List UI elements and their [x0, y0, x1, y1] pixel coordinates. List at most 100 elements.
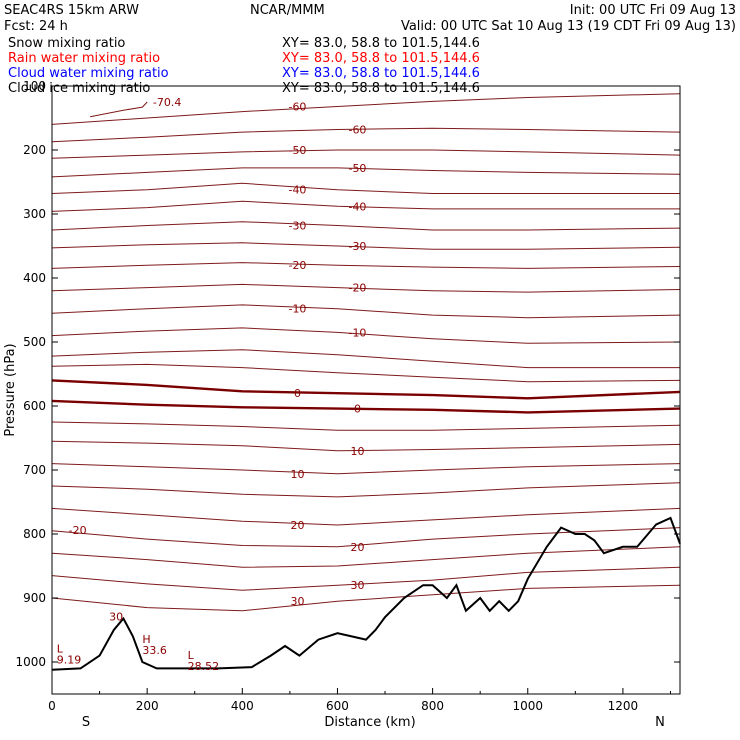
contour-label: 20	[290, 519, 304, 532]
legend: Snow mixing ratio XY= 83.0, 58.8 to 101.5…	[8, 36, 480, 96]
terrain-line	[51, 516, 681, 671]
x-tick-label: 0	[48, 699, 56, 713]
contour-label: 20	[350, 541, 364, 554]
y-tick-label: 700	[23, 463, 46, 477]
contour-line	[51, 304, 681, 319]
legend-label: Snow mixing ratio	[8, 36, 125, 51]
contour-line	[51, 463, 681, 475]
forecast-hour: Fcst: 24 h	[4, 19, 68, 34]
contour-label: 0	[294, 387, 301, 400]
contour-line	[51, 182, 680, 194]
contour-label: -40	[348, 200, 366, 213]
legend-label: Rain water mixing ratio	[8, 51, 160, 66]
y-tick-label: 300	[23, 207, 46, 221]
contour-line	[51, 527, 681, 548]
contour-line	[51, 566, 681, 591]
contour-label: -60	[288, 100, 306, 113]
extremum-marker: L	[57, 642, 64, 655]
plot-area: -70.4 -60 -60 -50 -50 -40 -40 -30 -30 -20 -20 -10 -1…	[15, 79, 681, 713]
contour-line	[51, 127, 681, 143]
org-name: NCAR/MMM	[250, 3, 325, 18]
legend-xy: XY= 83.0, 58.8 to 101.5,144.6	[282, 36, 480, 51]
y-axis-label: Pressure (hPa)	[3, 343, 18, 436]
contour-label: -20	[288, 259, 306, 272]
x-axis: 0 200 400 600 800 1000 1200	[48, 688, 671, 713]
legend-xy: XY= 83.0, 58.8 to 101.5,144.6	[282, 81, 480, 96]
y-tick-label: 900	[23, 591, 46, 605]
contour-line	[51, 379, 681, 400]
legend-label: Cloud ice mixing ratio	[8, 81, 150, 96]
y-tick-label: 200	[23, 143, 46, 157]
extremum-value: 28.52	[188, 660, 220, 673]
north-label: N	[655, 715, 665, 730]
extremum-marker: 30	[109, 610, 123, 623]
contour-label: -50	[288, 144, 306, 157]
x-tick-label: 1200	[608, 699, 639, 713]
extremum-value: 33.6	[142, 644, 167, 657]
contour-label: 30	[290, 595, 304, 608]
contour-line	[51, 149, 681, 159]
y-tick-label: 400	[23, 271, 46, 285]
y-tick-label: 800	[23, 527, 46, 541]
south-label: S	[82, 715, 90, 730]
contour-label: -20	[348, 282, 366, 295]
contour-label: 10	[290, 468, 304, 481]
chart-header: SEAC4RS 15km ARW NCAR/MMM Init: 00 UTC F…	[4, 3, 736, 34]
contour-lines: -70.4 -60 -60 -50 -50 -40 -40 -30 -30 -20 -20 -10 -1…	[51, 93, 681, 612]
contour-line	[51, 200, 680, 212]
x-axis-label: Distance (km)	[324, 715, 415, 730]
extremum-value: 9.19	[57, 653, 82, 666]
x-tick-label: 600	[326, 699, 349, 713]
model-name: SEAC4RS 15km ARW	[4, 3, 139, 18]
contour-label: -30	[288, 220, 306, 233]
contour-line	[51, 327, 681, 344]
contour-label: -40	[288, 184, 306, 197]
contour-line	[51, 93, 681, 125]
contour-line	[51, 221, 681, 231]
x-tick-label: 400	[231, 699, 254, 713]
plot-frame	[51, 85, 681, 695]
contour-line	[90, 101, 148, 118]
extremum-marker: H	[142, 633, 150, 646]
y-tick-label: 500	[23, 335, 46, 349]
extremum-marker: L	[188, 649, 195, 662]
contour-label: -70.4	[153, 96, 181, 109]
contour-line	[51, 546, 681, 568]
contour-label: 30	[350, 579, 364, 592]
legend-xy: XY= 83.0, 58.8 to 101.5,144.6	[282, 66, 480, 81]
contour-label: -30	[348, 240, 366, 253]
contour-line	[51, 363, 681, 383]
contour-line	[51, 440, 681, 452]
contour-line	[51, 242, 681, 250]
contour-label: -10	[348, 326, 366, 339]
y-tick-label: 1000	[15, 655, 46, 669]
contour-label: -50	[348, 162, 366, 175]
legend-label: Cloud water mixing ratio	[8, 66, 169, 81]
extremum-marker: -20	[69, 524, 87, 537]
y-tick-label: 600	[23, 399, 46, 413]
y-tick-label: 100	[23, 79, 46, 93]
contour-line	[51, 262, 681, 269]
x-tick-label: 1000	[512, 699, 543, 713]
contour-line	[51, 507, 681, 526]
init-time: Init: 00 UTC Fri 09 Aug 13	[570, 3, 736, 18]
contour-line	[51, 349, 680, 369]
contour-label: -60	[348, 124, 366, 137]
legend-xy: XY= 83.0, 58.8 to 101.5,144.6	[282, 51, 480, 66]
x-tick-label: 200	[136, 699, 159, 713]
contour-line	[51, 482, 681, 498]
valid-time: Valid: 00 UTC Sat 10 Aug 13 (19 CDT Fri …	[401, 19, 736, 34]
x-tick-label: 800	[421, 699, 444, 713]
contour-label: 10	[350, 445, 364, 458]
contour-line	[51, 167, 681, 178]
contour-line	[51, 584, 681, 612]
terrain-profile	[51, 516, 681, 671]
contour-label: 0	[354, 403, 361, 416]
contour-line	[51, 421, 681, 431]
contour-line	[51, 399, 681, 414]
contour-line	[51, 283, 681, 293]
contour-label: -10	[288, 303, 306, 316]
